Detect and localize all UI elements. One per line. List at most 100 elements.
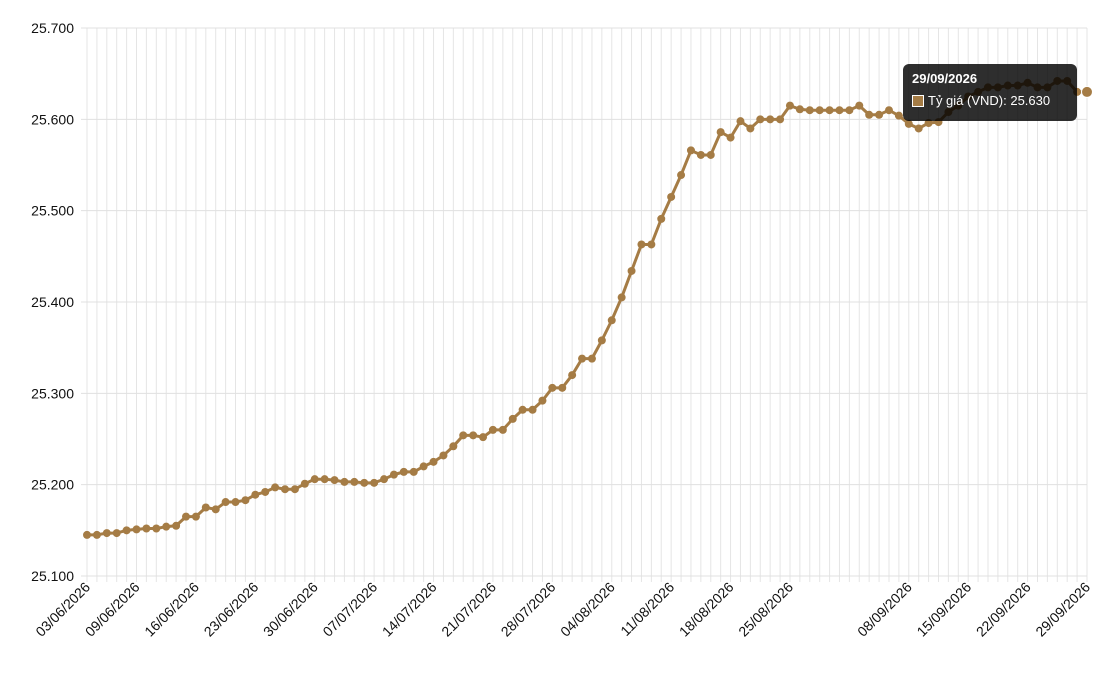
x-tick-label: 09/06/2026 [82,579,143,640]
data-point[interactable] [746,124,755,133]
tooltip-row: Tỷ giá (VND): 25.630 [912,93,1068,109]
y-tick-label: 25.700 [31,20,74,36]
x-tick-label: 21/07/2026 [438,579,499,640]
x-tick-label: 07/07/2026 [319,579,380,640]
data-point[interactable] [479,433,488,442]
data-point[interactable] [865,110,874,119]
data-point[interactable] [637,240,646,249]
data-point[interactable] [92,530,101,539]
x-tick-label: 30/06/2026 [260,579,321,640]
data-point[interactable] [201,503,210,512]
data-point[interactable] [627,266,636,275]
data-point[interactable] [875,110,884,119]
data-point[interactable] [617,293,626,302]
data-point[interactable] [548,383,557,392]
data-point[interactable] [488,425,497,434]
data-point[interactable] [785,101,794,110]
data-point[interactable] [102,529,111,538]
data-point[interactable] [587,354,596,363]
data-point[interactable] [409,467,418,476]
data-point[interactable] [162,522,171,531]
hovered-data-point[interactable] [1081,85,1093,98]
data-point[interactable] [340,477,349,486]
data-point[interactable] [211,505,220,514]
data-point[interactable] [538,396,547,405]
data-point[interactable] [756,115,765,124]
data-point[interactable] [884,106,893,115]
data-point[interactable] [469,431,478,440]
data-point[interactable] [597,336,606,345]
data-point[interactable] [399,467,408,476]
data-point[interactable] [380,475,389,484]
data-point[interactable] [370,478,379,487]
data-point[interactable] [855,101,864,110]
data-point[interactable] [498,425,507,434]
data-point[interactable] [360,478,369,487]
y-tick-label: 25.100 [31,568,74,584]
data-point[interactable] [389,470,398,479]
data-point[interactable] [221,498,230,507]
data-point[interactable] [271,483,280,492]
data-point[interactable] [647,240,656,249]
x-tick-label: 23/06/2026 [201,579,262,640]
data-point[interactable] [172,521,181,530]
data-point[interactable] [429,457,438,466]
data-point[interactable] [439,451,448,460]
data-point[interactable] [815,106,824,115]
data-point[interactable] [231,498,240,507]
data-point[interactable] [914,124,923,133]
data-point[interactable] [736,117,745,126]
data-point[interactable] [449,442,458,451]
data-point[interactable] [677,171,686,180]
data-point[interactable] [261,487,270,496]
data-point[interactable] [142,524,151,533]
x-tick-label: 04/08/2026 [557,579,618,640]
data-point[interactable] [508,414,517,423]
data-point[interactable] [132,525,141,534]
data-point[interactable] [894,111,903,120]
data-point[interactable] [568,371,577,380]
data-point[interactable] [112,529,121,538]
data-point[interactable] [726,133,735,142]
data-point[interactable] [528,405,537,414]
data-point[interactable] [776,115,785,124]
data-point[interactable] [686,146,695,155]
data-point[interactable] [241,496,250,505]
data-point[interactable] [805,106,814,115]
data-point[interactable] [251,490,260,499]
data-point[interactable] [607,316,616,325]
data-point[interactable] [578,354,587,363]
data-tooltip: 29/09/2026 Tỷ giá (VND): 25.630 [903,64,1077,121]
data-point[interactable] [330,476,339,485]
data-point[interactable] [350,477,359,486]
data-point[interactable] [835,106,844,115]
data-point[interactable] [300,479,309,488]
data-point[interactable] [696,150,705,159]
data-point[interactable] [290,485,299,494]
data-point[interactable] [122,526,131,535]
grid [81,27,1088,582]
data-point[interactable] [667,192,676,201]
data-point[interactable] [310,475,319,484]
data-point[interactable] [281,485,290,494]
data-point[interactable] [419,462,428,471]
data-point[interactable] [558,383,567,392]
data-point[interactable] [706,150,715,159]
data-point[interactable] [152,524,161,533]
data-point[interactable] [83,530,91,539]
data-point[interactable] [459,431,468,440]
data-point[interactable] [904,119,913,128]
data-point[interactable] [657,214,666,223]
data-point[interactable] [825,106,834,115]
data-point[interactable] [766,115,775,124]
data-point[interactable] [320,475,329,484]
data-point[interactable] [795,105,804,114]
data-point[interactable] [518,405,527,414]
tooltip-color-swatch [912,95,924,107]
data-point[interactable] [191,512,200,521]
data-point[interactable] [716,128,725,137]
y-tick-label: 25.200 [31,477,74,493]
x-tick-label: 22/09/2026 [973,579,1034,640]
data-point[interactable] [845,106,854,115]
data-point[interactable] [182,512,191,521]
